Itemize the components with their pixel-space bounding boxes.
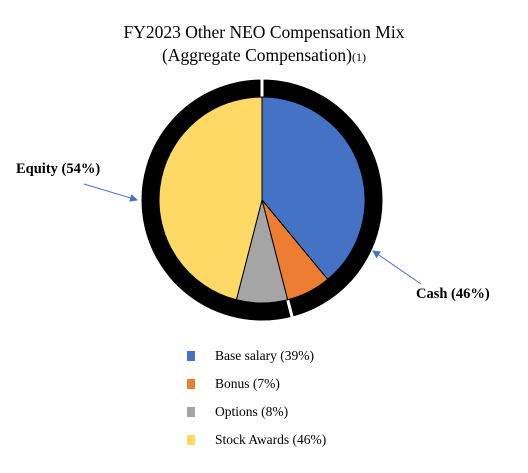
legend-label: Bonus (7%): [215, 376, 280, 391]
legend-label: Options (8%): [215, 404, 289, 419]
pie-slice-base-salary: [261, 96, 366, 281]
legend-swatch-bonus: [187, 379, 195, 389]
legend-label: Base salary (39%): [215, 348, 314, 363]
equity-arrow: [83, 183, 138, 202]
pie-slice-stock-awards: [158, 96, 263, 301]
title-footnote: (1): [352, 50, 366, 64]
chart-title-line2-text: (Aggregate Compensation): [161, 45, 352, 65]
cash-callout: Cash (46%): [416, 286, 490, 302]
legend-swatch-base-salary: [187, 351, 195, 361]
equity-callout: Equity (54%): [16, 161, 101, 177]
legend-item-options: Options (8%): [187, 402, 288, 422]
legend-item-bonus: Bonus (7%): [187, 374, 280, 394]
chart-title-line1: FY2023 Other NEO Compensation Mix: [123, 22, 405, 42]
legend-swatch-options: [187, 407, 195, 417]
cash-arrow: [372, 250, 422, 285]
legend-item-stock-awards: Stock Awards (46%): [187, 430, 326, 450]
chart-title-line2: (Aggregate Compensation)(1): [0, 44, 528, 68]
legend-label: Stock Awards (46%): [215, 432, 327, 447]
pie-slices: [158, 96, 366, 304]
legend-item-base-salary: Base salary (39%): [187, 346, 314, 366]
legend-swatch-stock-awards: [187, 435, 195, 445]
